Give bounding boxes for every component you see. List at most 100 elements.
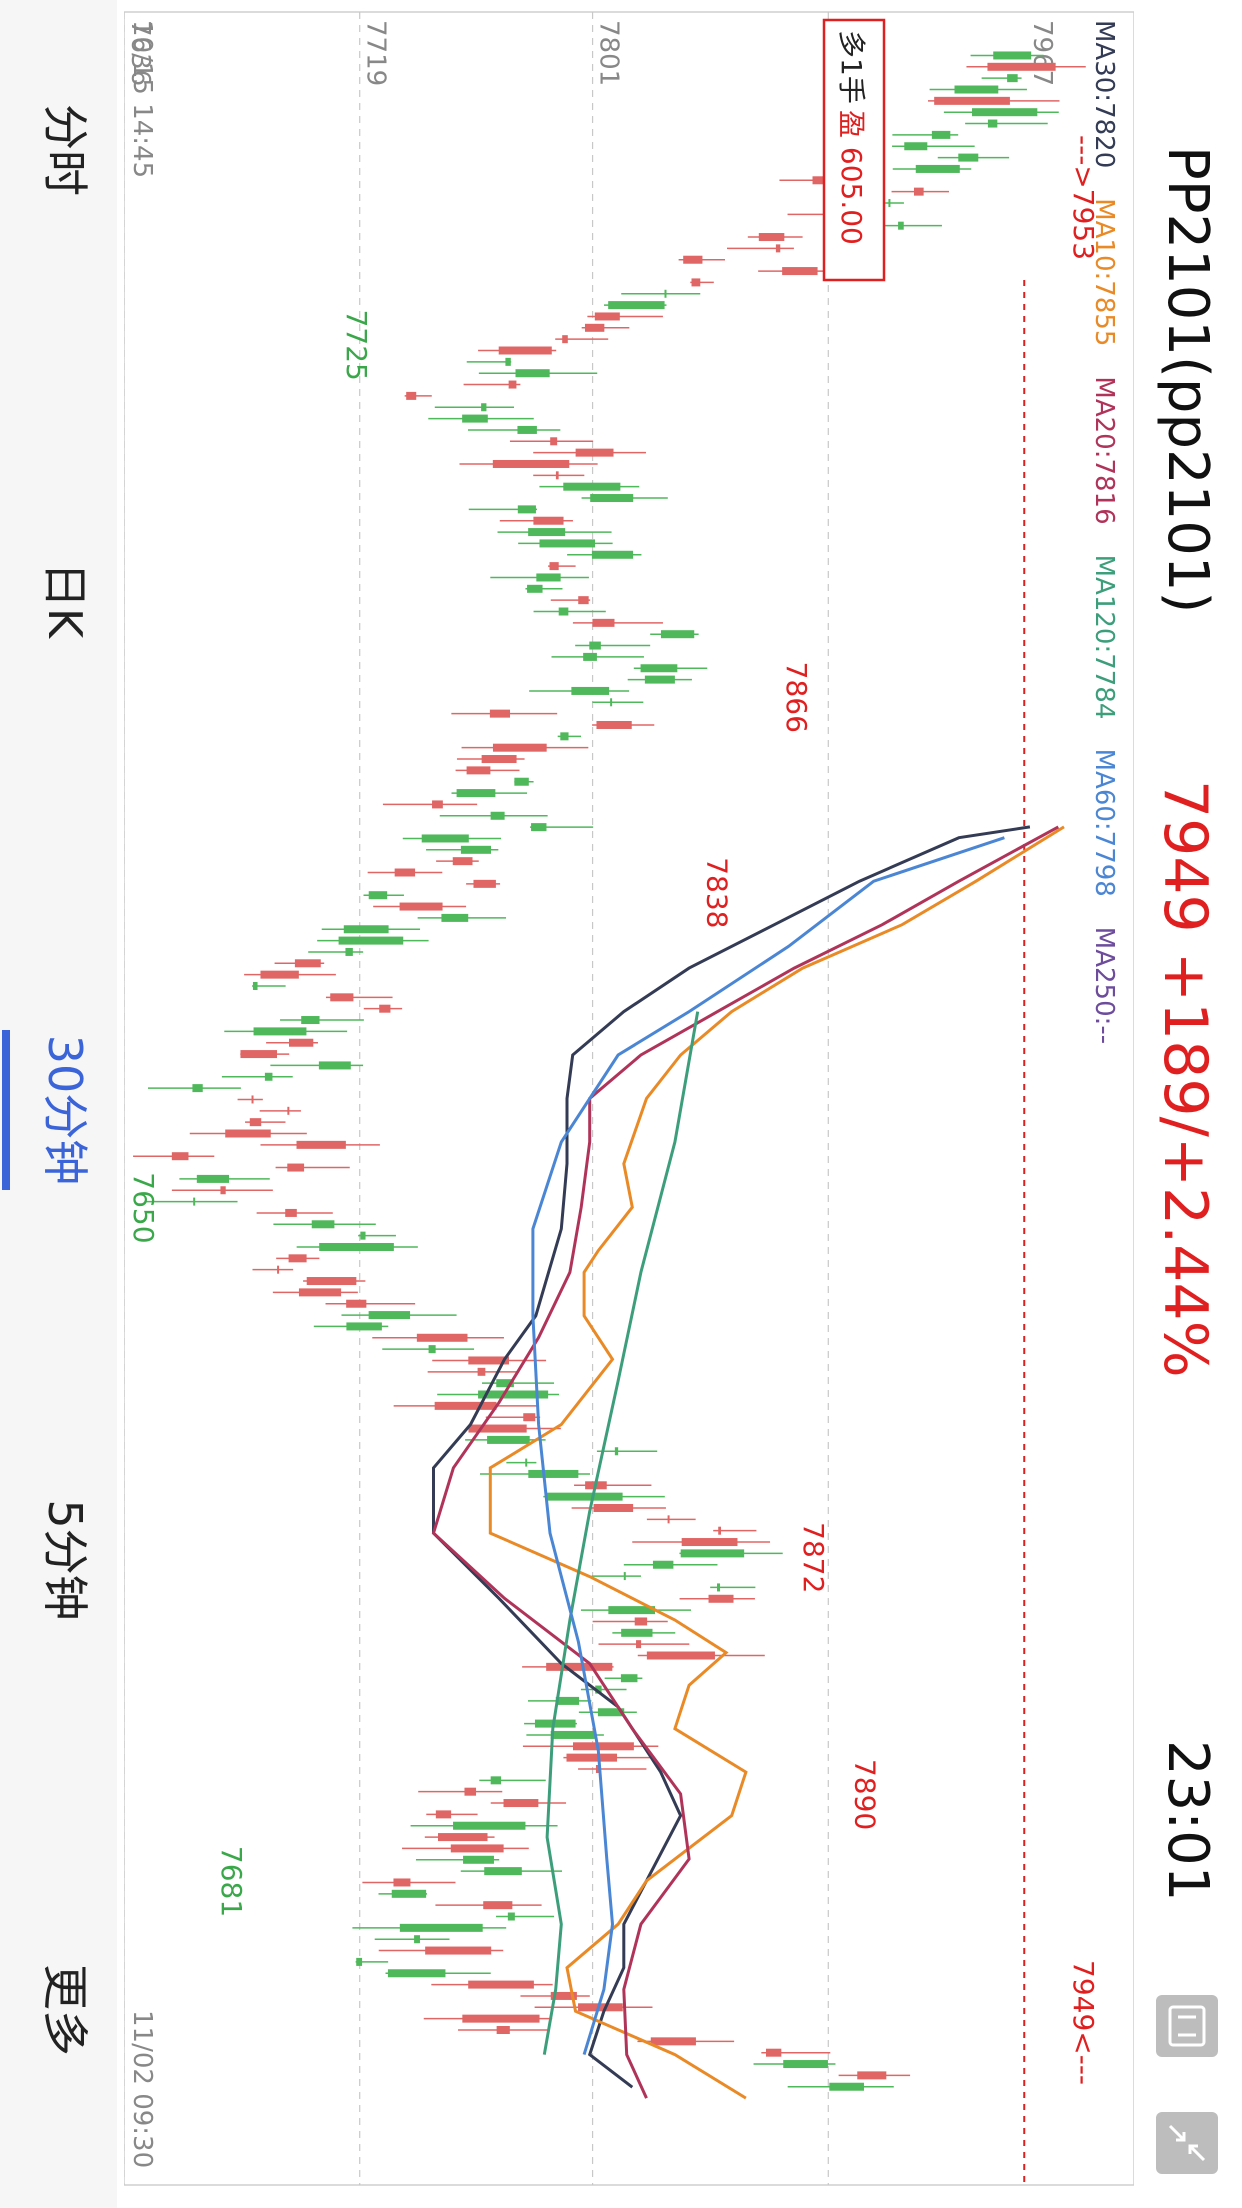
candle-body xyxy=(287,1106,290,1115)
candle-body xyxy=(652,1560,674,1569)
candle-body xyxy=(492,743,547,752)
tab-30-min[interactable]: 30分钟 xyxy=(38,1034,92,1186)
candle-body xyxy=(646,1651,715,1660)
candle-body xyxy=(608,1606,655,1615)
candle-body xyxy=(993,51,1032,60)
candle-body xyxy=(913,187,924,196)
candle-body xyxy=(931,130,951,139)
candle-body xyxy=(571,686,610,695)
candle-body xyxy=(608,301,665,310)
tab-5-min[interactable]: 5分钟 xyxy=(38,1499,92,1621)
candle-body xyxy=(578,2003,623,2012)
candle-body xyxy=(533,516,564,525)
candle-body xyxy=(636,1640,642,1649)
ma-legend-0: MA30:7820 xyxy=(1089,20,1119,168)
price-axis-label-0: 7967 xyxy=(1027,20,1057,86)
candle-body xyxy=(597,1708,625,1717)
kline-chart-svg: MA30:7820 MA10:7855 MA20:7816 MA120:7784 MA6… xyxy=(124,11,1134,2186)
candle-body xyxy=(531,823,547,832)
candle-body xyxy=(428,1345,436,1354)
candle-body xyxy=(193,1197,196,1206)
candle-body xyxy=(399,902,443,911)
candle-body xyxy=(463,1855,494,1864)
candle-body xyxy=(987,119,998,128)
candle-body xyxy=(468,1356,510,1365)
candle-body xyxy=(240,1050,278,1059)
settings-button[interactable] xyxy=(1156,1995,1218,2057)
candle-body xyxy=(782,267,818,276)
candle-body xyxy=(589,641,601,650)
active-tab-indicator xyxy=(2,1030,10,1190)
candle-body xyxy=(972,108,1038,117)
ma-legend-3: MA120:7784 xyxy=(1089,555,1119,720)
candle-body xyxy=(594,312,620,321)
price-annotation-0: 7725 xyxy=(340,310,373,381)
candle-body xyxy=(379,1004,391,1013)
tab-daily-k[interactable]: 日K xyxy=(38,561,92,639)
collapse-button[interactable] xyxy=(1156,2112,1218,2174)
candle-body xyxy=(492,459,570,468)
candle-body xyxy=(623,1572,626,1581)
candle-body xyxy=(536,573,561,582)
candle-body xyxy=(508,380,517,389)
candle-body xyxy=(264,1072,273,1081)
candle-body xyxy=(829,2082,864,2091)
candle-body xyxy=(196,1174,230,1183)
price-change: 7949 +189/+2.44% xyxy=(1150,780,1220,1378)
candle-body xyxy=(708,1594,734,1603)
candle-body xyxy=(462,2014,540,2023)
ma-line-ma20 xyxy=(431,825,1060,2099)
candle-body xyxy=(394,868,416,877)
header: PP2101(pp2101) 7949 +189/+2.44% 23:01 xyxy=(1132,0,1242,2208)
candle-body xyxy=(783,2060,828,2069)
price-axis-label-3: 7719 xyxy=(361,20,391,86)
candle-body xyxy=(356,1957,363,1966)
ma-line-ma30 xyxy=(432,825,1031,2089)
candle-body xyxy=(546,1492,623,1501)
candle-body xyxy=(368,1311,411,1320)
candle-body xyxy=(490,1776,502,1785)
candle-body xyxy=(775,244,781,253)
candle-body xyxy=(484,1867,522,1876)
candle-body xyxy=(525,1458,528,1467)
candle-body xyxy=(528,1469,579,1478)
candle-body xyxy=(450,1844,504,1853)
candle-body xyxy=(566,1753,618,1762)
candle-body xyxy=(438,1833,488,1842)
candle-body xyxy=(171,1152,189,1161)
candle-body xyxy=(399,1923,483,1932)
candle-body xyxy=(546,1662,613,1671)
kline-chart[interactable]: MA30:7820 MA10:7855 MA20:7816 MA120:7784 MA6… xyxy=(124,0,1134,2208)
tab-intraday[interactable]: 分时 xyxy=(38,104,92,196)
candle-body xyxy=(464,1787,477,1796)
candle-body xyxy=(466,766,491,775)
candle-body xyxy=(549,562,559,571)
candle-body xyxy=(758,233,785,242)
candle-body xyxy=(515,369,550,378)
candle-body xyxy=(507,1912,515,1921)
candle-body xyxy=(301,1016,320,1025)
candle-body xyxy=(456,789,496,798)
candle-body xyxy=(904,142,928,151)
tab-more[interactable]: 更多 xyxy=(38,1964,92,2056)
candle-body xyxy=(432,800,443,809)
candle-body xyxy=(435,1810,452,1819)
candle-body xyxy=(650,2037,696,2046)
candle-body xyxy=(434,1401,497,1410)
panel-icon xyxy=(1168,2005,1206,2047)
candle-body xyxy=(503,1799,539,1808)
candle-body xyxy=(487,1435,530,1444)
candle-body xyxy=(288,1254,307,1263)
candle-body xyxy=(490,811,505,820)
candle-body xyxy=(391,1889,427,1898)
candle-body xyxy=(425,1946,492,1955)
candle-body xyxy=(591,550,634,559)
candle-body xyxy=(562,335,568,344)
candle-body xyxy=(691,278,701,287)
candle-body xyxy=(716,1583,721,1592)
last-price-marker: 7949<--- xyxy=(1067,1960,1100,2085)
price-axis-label-2: 7801 xyxy=(594,20,624,86)
candle-body xyxy=(306,1277,357,1286)
candle-body xyxy=(644,675,675,684)
ma-line-ma10 xyxy=(488,825,1065,2100)
